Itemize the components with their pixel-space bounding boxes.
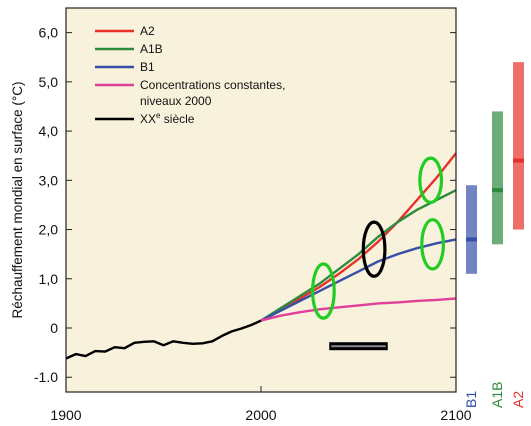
series-line <box>260 238 457 322</box>
annotations <box>311 156 446 351</box>
legend-label: A2 <box>140 24 155 38</box>
legend-label-line: niveaux 2000 <box>140 94 212 108</box>
legend-label-line: Concentrations constantes, <box>140 78 285 92</box>
legend-label: XXe siècle <box>140 111 195 126</box>
y-tick-label: 5,0 <box>39 74 59 90</box>
legend: A2 A1B B1 Concentrations constantes, niveaux… <box>95 24 285 126</box>
y-tick-label: -1.0 <box>34 369 58 385</box>
legend-label: Concentrations constantes, niveaux 2000 <box>140 78 285 108</box>
y-tick-label: 2,0 <box>39 222 59 238</box>
series-line <box>260 297 457 322</box>
range-bar-label: A1B <box>489 382 505 408</box>
range-bar-label: B1 <box>463 391 479 408</box>
y-tick-label: 6,0 <box>39 25 59 41</box>
series-line <box>65 319 262 360</box>
range-bar <box>513 62 524 230</box>
y-axis-label: Réchauffement mondial en surface (°C) <box>10 81 25 318</box>
period-marker-hatch <box>331 345 386 348</box>
y-tick-label: 4,0 <box>39 123 59 139</box>
series-lines <box>65 152 457 360</box>
series-line <box>260 189 457 322</box>
y-tick-label: 0 <box>50 320 58 336</box>
x-tick-label: 1900 <box>50 407 81 423</box>
legend-label-base: XX <box>140 112 156 126</box>
range-bar-best-estimate <box>513 158 524 163</box>
range-bar <box>492 111 503 245</box>
range-bar-label: A2 <box>510 391 526 408</box>
legend-label-rest: siècle <box>160 112 194 126</box>
range-bar <box>466 185 477 274</box>
legend-label: B1 <box>140 60 155 74</box>
plot-background <box>66 8 456 392</box>
black-highlight-ellipse <box>361 220 387 278</box>
x-tick-label: 2000 <box>245 407 276 423</box>
range-bar-best-estimate <box>466 237 477 242</box>
plot-frame <box>65 7 457 393</box>
green-highlight-ellipse <box>418 156 444 205</box>
range-bar-best-estimate <box>492 188 503 193</box>
x-tick-label: 2100 <box>440 407 471 423</box>
y-tick-label: 3,0 <box>39 172 59 188</box>
range-bars: B1 A1B A2 <box>463 62 526 408</box>
legend-label: A1B <box>140 42 163 56</box>
green-highlight-ellipse <box>311 262 336 320</box>
green-highlight-ellipse <box>420 218 446 271</box>
legend-label-sup: e <box>156 111 161 120</box>
series-line <box>260 152 457 322</box>
y-tick-label: 1,0 <box>39 271 59 287</box>
axis-ticks: 6,0 5,0 4,0 3,0 2,0 1,0 0 -1.0 1900 2000 2100 <box>34 25 472 423</box>
